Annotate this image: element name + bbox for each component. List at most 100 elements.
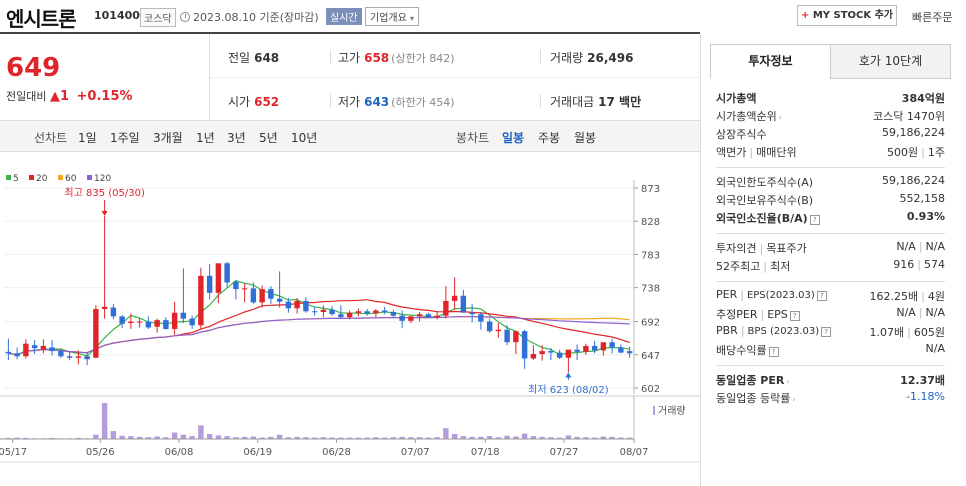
volume-bar xyxy=(469,436,475,439)
period-1d[interactable]: 1일 xyxy=(78,131,97,145)
info-key-label-2: EPS xyxy=(767,308,788,321)
chevron-right-icon[interactable]: › xyxy=(786,377,790,386)
info-key-label: 외국인한도주식수(A) xyxy=(716,176,814,189)
candle-body xyxy=(574,349,580,352)
x-tick-label: 05/26 xyxy=(86,447,115,458)
volume-bar xyxy=(626,437,633,439)
candle-body xyxy=(259,289,265,303)
info-row: 시가총액 384억원 xyxy=(716,90,945,108)
info-key: 투자의견 | 목표주가 xyxy=(716,240,807,256)
candle-body xyxy=(58,351,64,357)
volume-bar xyxy=(574,436,580,439)
candle-body xyxy=(451,295,458,301)
period-3m[interactable]: 3개월 xyxy=(153,131,183,145)
help-icon[interactable]: ? xyxy=(816,291,827,301)
info-row: PER | EPS(2023.03)? 162.25배 | 4원 xyxy=(716,288,945,306)
divider xyxy=(0,32,700,34)
divider xyxy=(716,233,945,234)
info-value-text: 1.07배 xyxy=(869,326,905,339)
help-icon[interactable]: ? xyxy=(768,347,779,357)
info-key-label: 외국인보유주식수(B) xyxy=(716,194,814,207)
candle-body xyxy=(49,347,55,352)
info-value-text-2: 4원 xyxy=(927,290,945,303)
period-1w[interactable]: 1주일 xyxy=(110,131,140,145)
separator xyxy=(330,50,331,64)
realtime-button[interactable]: 실시간 xyxy=(326,8,362,25)
separator xyxy=(540,50,541,64)
candle-body xyxy=(145,321,152,328)
volume-bar xyxy=(355,437,362,439)
info-key: 추정PER | EPS? xyxy=(716,306,800,322)
divider xyxy=(716,167,945,168)
info-key: 동일업종 PER › xyxy=(716,372,790,388)
candle-body xyxy=(233,281,239,290)
period-weekly[interactable]: 주봉 xyxy=(538,131,561,145)
info-value: 0.93% xyxy=(907,210,945,223)
volume-bar xyxy=(311,437,318,439)
candle-body xyxy=(40,345,47,350)
tab-order-book[interactable]: 호가 10단계 xyxy=(830,44,951,79)
volume-bar xyxy=(49,437,55,439)
tab-invest-info[interactable]: 투자정보 xyxy=(710,44,831,79)
info-value-text: 59,186,224 xyxy=(882,174,945,187)
divider xyxy=(700,34,701,486)
company-overview-dropdown[interactable]: 기업개요 ▾ xyxy=(365,7,420,26)
candle-body xyxy=(618,347,624,353)
separator: | xyxy=(921,290,925,303)
chevron-right-icon[interactable]: › xyxy=(792,395,796,404)
candle-body xyxy=(469,312,475,315)
info-value-text: N/A xyxy=(925,342,945,355)
volume-bar xyxy=(75,437,82,439)
period-10y[interactable]: 10년 xyxy=(291,131,318,145)
info-key: 외국인한도주식수(A) xyxy=(716,174,813,190)
period-1y[interactable]: 1년 xyxy=(196,131,215,145)
volume-bar xyxy=(495,437,502,439)
quick-order-link[interactable]: 빠른주문 xyxy=(912,11,953,24)
candle-body xyxy=(530,354,537,359)
info-row: 외국인보유주식수(B) 552,158 xyxy=(716,192,945,210)
min-price-label: 최저 623 (08/02) xyxy=(528,384,609,396)
chevron-right-icon[interactable]: › xyxy=(778,113,782,122)
candle-body xyxy=(390,311,397,316)
volume-bar xyxy=(171,432,178,439)
help-icon[interactable]: ? xyxy=(821,327,832,337)
my-stock-add-button[interactable]: + MY STOCK 추가 xyxy=(797,5,897,26)
prev-close: 전일 648 xyxy=(228,49,279,66)
volume-bar xyxy=(556,437,563,439)
volume-bar xyxy=(5,437,12,439)
help-icon[interactable]: ? xyxy=(789,311,800,321)
volume-bar xyxy=(276,434,283,439)
y-tick-label: 873 xyxy=(641,184,660,195)
candle-body xyxy=(154,320,160,327)
up-triangle-icon: ▲ xyxy=(49,89,60,104)
period-daily[interactable]: 일봉 xyxy=(502,131,525,145)
investment-info-panel: 투자정보 호가 10단계 시가총액 384억원 시가총액순위 › 코스닥 1470위 상장… xyxy=(710,44,951,405)
stock-name: 엔시트론 xyxy=(6,7,77,31)
change-percent: +0.15% xyxy=(76,89,133,104)
volume-bar xyxy=(364,437,370,439)
candle-body xyxy=(495,329,502,332)
amount-label: 거래대금 xyxy=(550,95,595,109)
low-price: 저가 643 (하한가 454) xyxy=(338,93,455,110)
candle-body xyxy=(408,316,414,321)
candle-body xyxy=(565,349,572,358)
period-monthly[interactable]: 월봉 xyxy=(574,131,597,145)
candle-body xyxy=(548,351,554,353)
period-5y[interactable]: 5년 xyxy=(259,131,278,145)
volume-bar xyxy=(101,403,108,439)
volume-value: 26,496 xyxy=(587,51,634,65)
candle-body xyxy=(399,315,405,321)
price-chart[interactable]: 5 20 60 120 873 828 783 738 692 647 602 최고 835 (05/… xyxy=(0,166,700,486)
candle-chart-label: 봉차트 xyxy=(456,131,490,145)
period-3y[interactable]: 3년 xyxy=(227,131,246,145)
chart-period-bar: 선차트 1일 1주일 3개월 1년 3년 5년 10년 봉차트 일봉 주봉 월봉 xyxy=(0,120,700,152)
legend-label: 60 xyxy=(65,174,77,184)
volume-bar xyxy=(224,436,230,439)
legend-label: 120 xyxy=(94,174,111,184)
change-label: 전일대비 xyxy=(6,90,47,103)
x-tick-label: 07/07 xyxy=(401,447,430,458)
help-icon[interactable]: ? xyxy=(809,215,820,225)
info-value-text: 12.37배 xyxy=(900,374,945,387)
legend-label: 20 xyxy=(36,174,48,184)
candle-body xyxy=(206,275,213,293)
